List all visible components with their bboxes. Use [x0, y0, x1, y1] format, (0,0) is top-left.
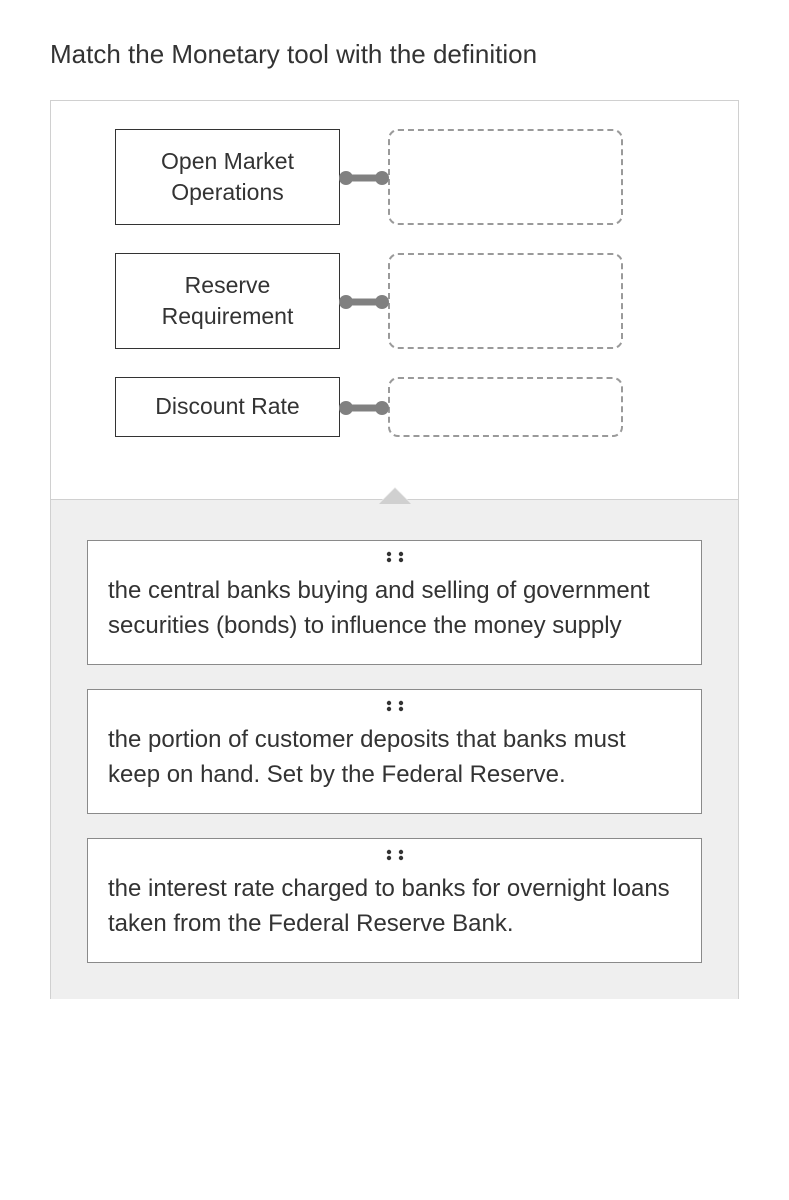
pointer-up-icon: [381, 487, 409, 501]
grip-icon: [108, 849, 681, 865]
match-area: Open Market Operations Reserve Requireme…: [51, 101, 738, 499]
connector-icon: [339, 295, 389, 307]
term-box: Discount Rate: [115, 377, 340, 437]
grip-icon: [108, 700, 681, 716]
drop-target[interactable]: [388, 377, 623, 437]
question-prompt: Match the Monetary tool with the definit…: [50, 38, 739, 72]
answer-text: the interest rate charged to banks for o…: [108, 871, 681, 942]
connector-icon: [339, 171, 389, 183]
grip-icon: [108, 551, 681, 567]
answer-card[interactable]: the central banks buying and selling of …: [87, 540, 702, 665]
match-row: Discount Rate: [115, 377, 674, 437]
match-row: Open Market Operations: [115, 129, 674, 225]
match-panel: Open Market Operations Reserve Requireme…: [50, 100, 739, 999]
answer-card[interactable]: the interest rate charged to banks for o…: [87, 838, 702, 963]
term-box: Open Market Operations: [115, 129, 340, 225]
answer-text: the central banks buying and selling of …: [108, 573, 681, 644]
connector-icon: [339, 401, 389, 413]
drop-target[interactable]: [388, 253, 623, 349]
drop-target[interactable]: [388, 129, 623, 225]
term-box: Reserve Requirement: [115, 253, 340, 349]
answers-area: the central banks buying and selling of …: [51, 499, 738, 999]
question-container: Match the Monetary tool with the definit…: [0, 0, 789, 1039]
answer-text: the portion of customer deposits that ba…: [108, 722, 681, 793]
answer-card[interactable]: the portion of customer deposits that ba…: [87, 689, 702, 814]
match-row: Reserve Requirement: [115, 253, 674, 349]
